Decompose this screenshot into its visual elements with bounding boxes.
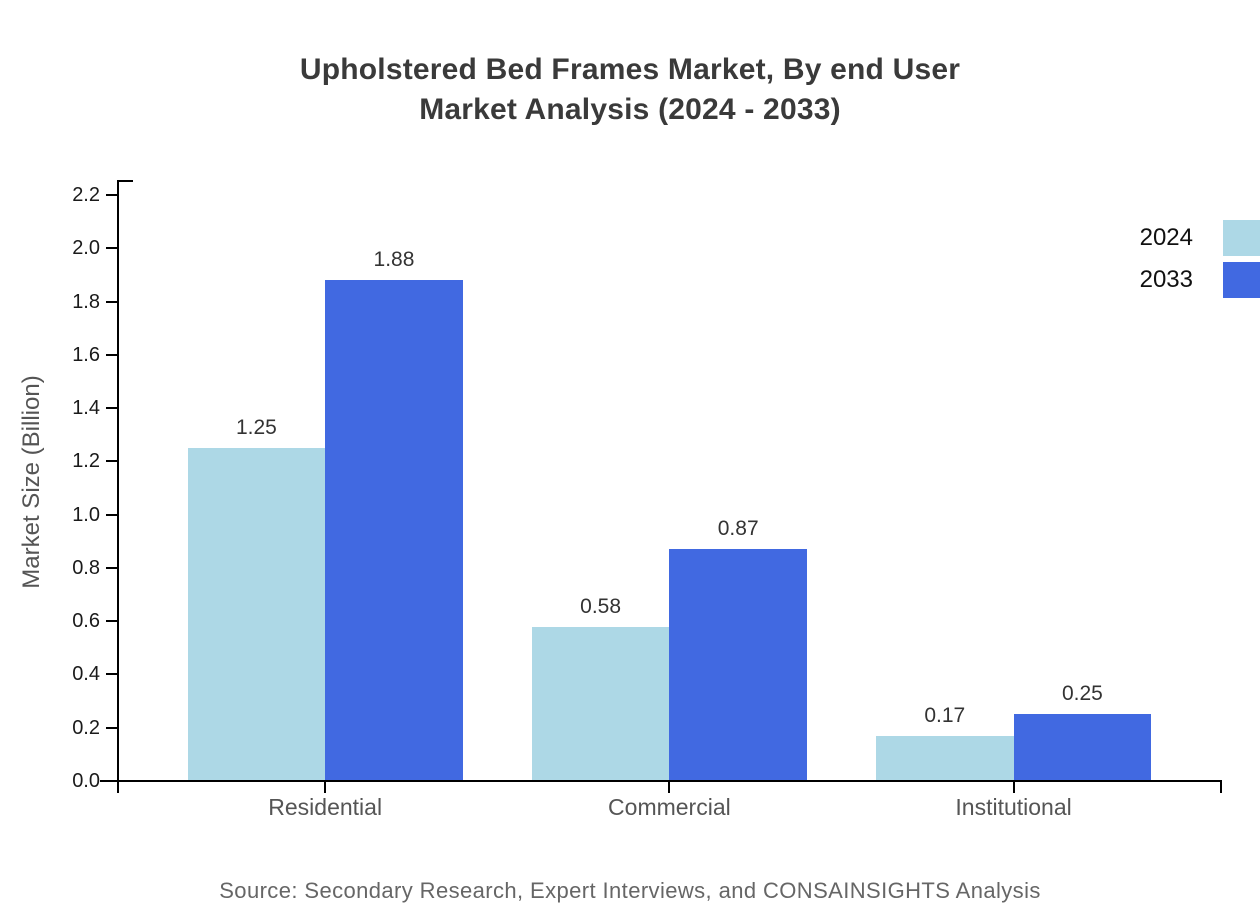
y-tick-label: 2.0 bbox=[72, 237, 100, 260]
y-tick-label: 0.0 bbox=[72, 770, 100, 792]
y-tick bbox=[106, 247, 118, 250]
y-tick-label: 1.0 bbox=[72, 503, 100, 526]
x-tick bbox=[668, 781, 671, 793]
y-tick bbox=[106, 460, 118, 463]
y-tick bbox=[106, 513, 118, 516]
y-tick bbox=[106, 194, 118, 196]
bar-2033-institutional bbox=[1013, 714, 1152, 781]
legend-item: 2033 bbox=[1100, 260, 1260, 300]
y-tick bbox=[106, 300, 118, 303]
y-tick-label: 0.8 bbox=[72, 556, 100, 579]
y-tick-label: 0.6 bbox=[72, 610, 100, 633]
x-axis-line bbox=[100, 780, 1222, 782]
y-tick-label: 1.2 bbox=[72, 450, 100, 473]
x-tick bbox=[1012, 781, 1015, 793]
bar-value-label: 0.58 bbox=[580, 594, 622, 618]
x-category-label: Residential bbox=[268, 794, 383, 820]
legend-label: 2024 bbox=[1139, 224, 1193, 251]
bar-value-label: 1.88 bbox=[373, 248, 415, 272]
legend-swatch-2024 bbox=[1223, 220, 1260, 256]
bar-2024-commercial bbox=[531, 626, 670, 781]
x-category-label: Commercial bbox=[608, 794, 731, 820]
y-axis-line bbox=[117, 180, 119, 793]
x-axis-right-cap bbox=[1220, 781, 1222, 793]
y-tick-label: 1.6 bbox=[72, 343, 100, 366]
y-tick-label: 2.2 bbox=[72, 184, 100, 206]
y-tick-label: 1.4 bbox=[72, 397, 100, 420]
x-tick bbox=[324, 781, 327, 793]
bar-value-label: 0.87 bbox=[717, 517, 759, 541]
chart-title-line1: Upholstered Bed Frames Market, By end Us… bbox=[299, 53, 961, 86]
bar-value-label: 0.17 bbox=[924, 703, 966, 727]
legend-label: 2033 bbox=[1139, 266, 1193, 293]
y-tick bbox=[106, 726, 118, 729]
y-tick-label: 0.4 bbox=[72, 663, 100, 686]
chart-title-line2: Market Analysis (2024 - 2033) bbox=[419, 93, 841, 126]
source-note: Source: Secondary Research, Expert Inter… bbox=[219, 878, 1041, 903]
bar-value-label: 0.25 bbox=[1061, 682, 1103, 706]
y-tick-label: 0.2 bbox=[72, 716, 100, 739]
legend-item: 2024 bbox=[1100, 218, 1260, 258]
bar-2024-institutional bbox=[876, 735, 1014, 781]
bar-2033-commercial bbox=[669, 549, 807, 781]
bar-2024-residential bbox=[187, 448, 326, 781]
x-category-label: Institutional bbox=[955, 794, 1072, 820]
chart-title: Upholstered Bed Frames Market, By end Us… bbox=[0, 50, 1260, 130]
legend-swatch-2033 bbox=[1223, 262, 1260, 298]
bar-2033-residential bbox=[325, 280, 463, 781]
y-tick bbox=[106, 566, 118, 569]
y-axis-top-cap bbox=[118, 180, 133, 182]
bar-value-label: 1.25 bbox=[235, 416, 277, 440]
y-tick bbox=[106, 353, 118, 356]
y-tick bbox=[106, 673, 118, 676]
y-tick bbox=[106, 407, 118, 410]
y-tick-label: 1.8 bbox=[72, 290, 100, 313]
y-tick bbox=[106, 620, 118, 623]
